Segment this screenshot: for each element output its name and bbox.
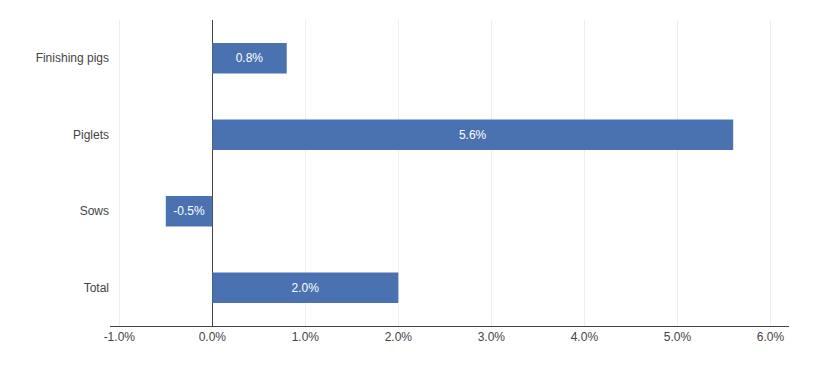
svg-text:0.8%: 0.8% (236, 51, 264, 65)
svg-text:5.0%: 5.0% (664, 330, 692, 344)
svg-text:-0.5%: -0.5% (173, 204, 205, 218)
svg-text:3.0%: 3.0% (478, 330, 506, 344)
svg-text:Total: Total (84, 281, 109, 295)
svg-text:Finishing pigs: Finishing pigs (36, 51, 109, 65)
svg-text:Piglets: Piglets (73, 128, 109, 142)
svg-text:2.0%: 2.0% (385, 330, 413, 344)
svg-text:2.0%: 2.0% (291, 281, 319, 295)
svg-text:1.0%: 1.0% (292, 330, 320, 344)
svg-text:-1.0%: -1.0% (104, 330, 136, 344)
svg-text:6.0%: 6.0% (757, 330, 785, 344)
svg-text:Sows: Sows (80, 204, 109, 218)
svg-text:0.0%: 0.0% (199, 330, 227, 344)
svg-text:4.0%: 4.0% (571, 330, 599, 344)
svg-text:5.6%: 5.6% (459, 128, 487, 142)
